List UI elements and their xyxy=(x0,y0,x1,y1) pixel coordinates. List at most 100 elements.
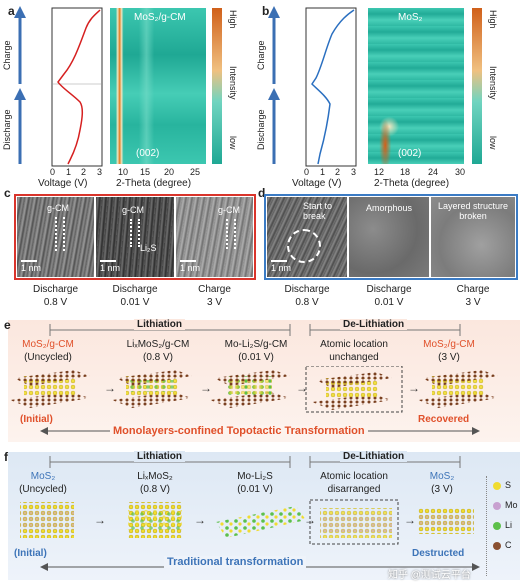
svg-text:→: → xyxy=(94,513,106,527)
panel-e-state-1-name: MoS₂/g-CM xyxy=(22,339,74,350)
panel-a-vtick-1: 1 xyxy=(66,167,72,177)
panel-c-cap2-3: 3 V xyxy=(206,297,222,308)
panel-f-state-1-sub: (Uncycled) xyxy=(19,484,67,495)
panel-f-state-4-name: Atomic location xyxy=(320,471,388,482)
panel-a-cbar-mid: Intensity xyxy=(228,66,238,100)
panel-f-destructed: Destructed xyxy=(412,548,465,559)
panel-b-theta-xlabel: 2-Theta (degree) xyxy=(374,178,450,189)
panel-b-colorbar xyxy=(472,8,482,164)
panel-e-state-1-sub: (Uncycled) xyxy=(24,352,72,363)
panel-d-cap2-2: 0.01 V xyxy=(374,297,404,308)
watermark: 知乎 @测试云平台 xyxy=(388,570,471,581)
panel-a-label: a xyxy=(8,4,15,18)
panel-f-state-3-name: Mo-Li₂S xyxy=(237,471,273,482)
legend-mo-swatch xyxy=(493,502,501,510)
panel-e-label: e xyxy=(4,318,11,332)
panel-a-peak-label: (002) xyxy=(136,148,160,159)
svg-text:→: → xyxy=(104,381,116,395)
legend-c-swatch xyxy=(493,542,501,550)
panel-e-state-4-sub: unchanged xyxy=(329,352,379,363)
panel-f-state-5-sub: (3 V) xyxy=(431,484,453,495)
panel-a-ttick-1: 15 xyxy=(140,167,151,177)
panel-e-state-3-sub: (0.01 V) xyxy=(238,352,274,363)
svg-text:→: → xyxy=(296,381,308,395)
panel-a-ttick-2: 20 xyxy=(164,167,175,177)
panel-b-charge-label: Charge xyxy=(256,40,266,70)
panel-c-tem-3: g-CM 1 nm xyxy=(176,197,253,277)
panel-a-ttick-0: 10 xyxy=(118,167,129,177)
panel-c-cap2-1: 0.8 V xyxy=(43,297,68,308)
panel-e-crystal-2 xyxy=(112,370,192,408)
panel-a-voltage-xlabel: Voltage (V) xyxy=(38,178,88,189)
panel-e-state-3-name: Mo-Li₂S/g-CM xyxy=(224,339,288,350)
panel-c-frame xyxy=(14,194,256,280)
panel-d-tem-1: Start to break 1 nm xyxy=(267,197,347,277)
panel-f-crystal-3 xyxy=(216,506,306,538)
panel-a-voltage-plot xyxy=(14,6,103,167)
panel-c-cap1-3: Charge xyxy=(198,284,231,295)
svg-text:→: → xyxy=(404,513,416,527)
panel-f-bracket xyxy=(49,456,461,468)
panel-c-annot-2: g-CM xyxy=(122,205,144,215)
panel-d-tem-3: Layered structure broken xyxy=(431,197,515,277)
svg-text:→: → xyxy=(194,513,206,527)
panel-b-cbar-high: High xyxy=(488,10,498,29)
panel-c-annot-2b: Li₂S xyxy=(140,243,157,253)
svg-text:→: → xyxy=(304,513,316,527)
panel-e-crystal-5 xyxy=(418,370,498,408)
panel-e-lithiation: Lithiation xyxy=(134,319,185,330)
panel-e-state-5-sub: (3 V) xyxy=(438,352,460,363)
legend-s-label: S xyxy=(505,480,512,490)
panel-e-recovered: Recovered xyxy=(418,414,470,425)
panel-a-discharge-label: Discharge xyxy=(2,109,12,150)
panel-b-vtick-3: 3 xyxy=(351,167,357,177)
panel-e-state-2-name: LiₓMoS₂/g-CM xyxy=(126,339,190,350)
panel-a-voltage-curve xyxy=(57,9,101,165)
panel-f-crystal-4 xyxy=(320,508,392,538)
panel-f-label: f xyxy=(4,450,8,464)
panel-e-state-2-sub: (0.8 V) xyxy=(142,352,173,363)
panel-f-state-3-sub: (0.01 V) xyxy=(237,484,273,495)
panel-b-ttick-0: 12 xyxy=(374,167,385,177)
panel-b-voltage-plot xyxy=(268,6,357,167)
panel-b-label: b xyxy=(262,4,270,18)
legend-li-label: Li xyxy=(505,520,513,530)
panel-c-annot-3: g-CM xyxy=(218,205,240,215)
panel-f-lithiation: Lithiation xyxy=(134,451,185,462)
panel-f-state-2-sub: (0.8 V) xyxy=(139,484,170,495)
panel-e-bracket xyxy=(49,324,461,336)
panel-d-cap2-1: 0.8 V xyxy=(295,297,319,308)
panel-f-state-2-name: LiₓMoS₂ xyxy=(137,471,173,482)
panel-f-delithiation: De-Lithiation xyxy=(340,451,408,462)
panel-a-charge-label: Charge xyxy=(2,40,12,70)
panel-b-voltage-xlabel: Voltage (V) xyxy=(292,178,342,189)
panel-e-crystals: → → → → xyxy=(10,366,498,413)
panel-e-crystal-1 xyxy=(10,370,90,408)
panel-b-ttick-2: 24 xyxy=(428,167,439,177)
panel-f-state-5-name: MoS₂ xyxy=(429,471,455,482)
panel-e-initial: (Initial) xyxy=(20,414,53,425)
panel-b-heatmap-title: MoS₂ xyxy=(398,12,423,23)
panel-a-ttick-3: 25 xyxy=(190,167,201,177)
panel-c-tem-1: g-CM 1 nm xyxy=(17,197,94,277)
panel-f-bottom-caption: Traditional transformation xyxy=(164,556,307,568)
panel-a-theta-xlabel: 2-Theta (degree) xyxy=(116,178,192,189)
panel-c-cap1-1: Discharge xyxy=(32,284,79,295)
panel-b-vtick-0: 0 xyxy=(304,167,310,177)
panel-e-state-5-name: MoS₂/g-CM xyxy=(423,339,475,350)
panel-a-heatmap-title: MoS₂/g-CM xyxy=(134,12,186,23)
panel-f-crystal-2 xyxy=(128,502,182,538)
panel-d-annot-2: Amorphous xyxy=(365,203,413,213)
legend-c-label: C xyxy=(505,540,512,550)
panel-c-cap1-2: Discharge xyxy=(112,284,158,295)
panel-d-cap2-3: 3 V xyxy=(465,297,481,308)
panel-b-voltage-curve xyxy=(311,9,355,165)
panel-b-discharge-label: Discharge xyxy=(256,109,266,150)
panel-d-annot-1: Start to break xyxy=(303,201,333,221)
panel-a-colorbar xyxy=(212,8,222,164)
panel-e-crystal-4 xyxy=(312,372,392,410)
panel-e-state-4-name: Atomic location xyxy=(320,339,388,350)
panel-c-scale-1: 1 nm xyxy=(21,260,42,273)
panel-d-label: d xyxy=(258,186,266,200)
legend-s-swatch xyxy=(493,482,501,490)
